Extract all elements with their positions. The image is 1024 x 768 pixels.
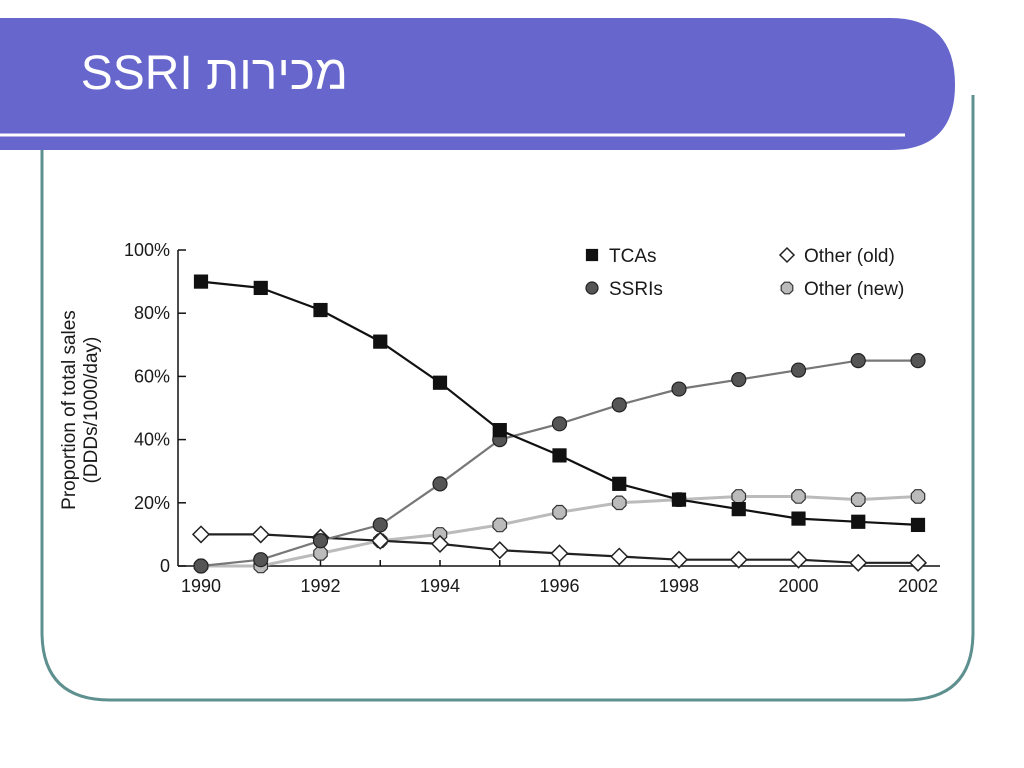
ssris-point <box>850 353 866 369</box>
tcas-point <box>373 334 388 349</box>
ssris-point <box>790 362 807 378</box>
ssris-point <box>193 558 209 574</box>
tcas-point <box>552 448 567 463</box>
y-tick-label: 60% <box>134 366 170 386</box>
legend-marker-ssris <box>585 281 599 295</box>
other-old-point <box>908 553 928 572</box>
x-tick-label: 2000 <box>778 576 818 596</box>
legend-label-ssris: SSRIs <box>609 279 663 300</box>
content-border <box>40 95 975 702</box>
axis-ticks: 0 20% 40% 60% 80% 100% 1990 1992 1994 1996 1998 200… <box>124 240 938 596</box>
tcas-point <box>671 492 687 507</box>
other-old-point <box>550 544 569 563</box>
ssris-point <box>731 371 747 388</box>
title-band <box>0 18 955 150</box>
other-old-point <box>610 547 629 566</box>
other-old-point <box>371 531 390 550</box>
ssris-line <box>200 359 918 568</box>
legend-label-tcas: TCAs <box>609 246 657 267</box>
y-axis-title-line1: Proportion of total sales <box>59 310 80 510</box>
x-tick-label: 2002 <box>898 576 938 596</box>
tcas-point <box>313 302 328 318</box>
other-old-point <box>251 525 270 544</box>
y-tick-label: 80% <box>134 303 170 323</box>
other-old-point <box>729 550 748 569</box>
ssris-point <box>910 353 926 369</box>
y-tick-label: 20% <box>134 493 170 513</box>
other-new-point <box>552 504 567 520</box>
other-new-point <box>611 495 627 511</box>
y-axis-title-line2: (DDDs/1000/day) <box>81 337 102 484</box>
other-old-point <box>849 553 868 572</box>
ssris-point <box>551 416 568 432</box>
legend-marker-other-old <box>778 246 796 264</box>
other-new-point <box>492 517 508 533</box>
other-old-point <box>430 534 450 553</box>
y-tick-label: 100% <box>124 240 170 260</box>
ssris-point <box>312 533 329 549</box>
tcas-point <box>791 511 806 526</box>
y-tick-label: 0 <box>160 556 170 576</box>
y-axis-title: Proportion of total sales (DDDs/1000/day… <box>59 310 102 510</box>
ssris-point <box>671 381 687 397</box>
tcas-point <box>193 274 209 289</box>
tcas-point <box>910 517 926 533</box>
tcas-point <box>851 514 866 529</box>
other-new-point <box>910 489 926 504</box>
other-old-point <box>669 550 689 569</box>
x-tick-label: 1998 <box>659 576 699 596</box>
legend-marker-other-new <box>780 281 794 295</box>
other-old-point <box>191 525 211 544</box>
ssris-point <box>253 552 269 568</box>
chart-legend: TCAs SSRIs Other (old) Other (new) <box>585 246 904 300</box>
other-new-point <box>850 492 866 507</box>
legend-marker-tcas <box>585 248 599 262</box>
y-tick-label: 40% <box>134 430 170 450</box>
x-tick-label: 1992 <box>300 576 340 596</box>
other-new-point <box>731 489 747 504</box>
tcas-point <box>253 280 268 296</box>
slide-title: מכירות SSRI <box>80 47 348 100</box>
x-tick-label: 1996 <box>539 576 579 596</box>
tcas-line <box>200 280 919 526</box>
ssris-point <box>432 476 448 492</box>
x-tick-label: 1990 <box>181 576 221 596</box>
tcas-point <box>612 476 627 491</box>
x-tick-label: 1994 <box>420 576 460 596</box>
tcas-point <box>731 502 746 517</box>
tcas-point <box>492 423 507 438</box>
other-new-point <box>313 545 328 561</box>
ssris-point <box>611 397 627 413</box>
other-new-point <box>791 489 806 504</box>
other-old-point <box>490 541 509 560</box>
legend-label-other-old: Other (old) <box>804 246 895 267</box>
series-markers <box>191 274 928 574</box>
ssris-point <box>372 517 388 533</box>
legend-label-other-new: Other (new) <box>804 279 904 300</box>
other-old-point <box>789 550 808 569</box>
tcas-point <box>432 375 448 390</box>
